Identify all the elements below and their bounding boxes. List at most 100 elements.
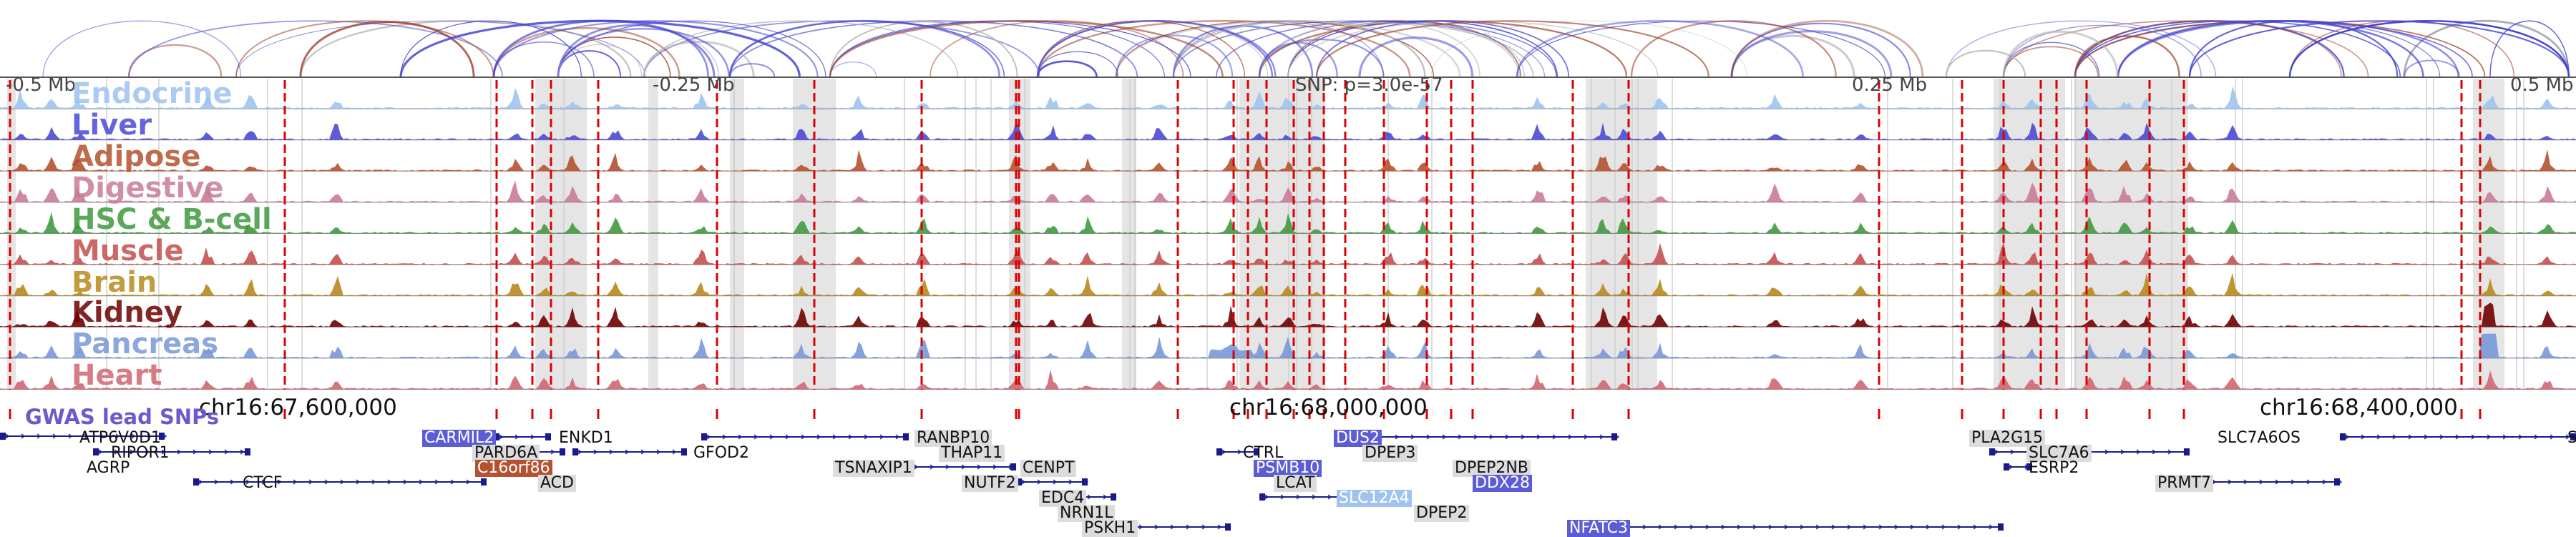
track-label: Endocrine xyxy=(72,77,233,110)
gene-label: DDX28 xyxy=(1473,475,1532,492)
gene-strand-arrow xyxy=(530,434,535,440)
highlight-band xyxy=(1586,79,1657,390)
gene-label: C16orf86 xyxy=(475,460,552,477)
gene-strand-arrow xyxy=(1989,524,1994,530)
gene-strand-arrow xyxy=(577,449,582,455)
gene-strand-arrow xyxy=(371,479,376,485)
chromatin-loop xyxy=(557,50,622,78)
gene-strand-arrow xyxy=(672,449,677,455)
gene-exon xyxy=(93,448,99,455)
track-signal xyxy=(0,241,2576,265)
gene-label: EDC4 xyxy=(1039,490,1087,507)
chromatin-loop xyxy=(1358,36,1474,78)
axis-tick-right: 0.5 Mb xyxy=(2510,74,2574,96)
gene-strand-arrow xyxy=(2275,479,2280,485)
gene-label: CARMIL2 xyxy=(422,430,497,447)
gene-strand-arrow xyxy=(2518,434,2523,440)
chromatin-loop xyxy=(1036,60,1098,78)
gene-strand-arrow xyxy=(2136,449,2141,455)
gene-strand-arrow xyxy=(1994,449,1999,455)
track-label: Digestive xyxy=(72,172,224,205)
gene-exon xyxy=(2026,463,2032,471)
gene-strand-arrow xyxy=(945,464,950,470)
chromatin-loop xyxy=(42,20,242,78)
snp-pvalue-label: SNP: p=3.0e-57 xyxy=(1295,74,1443,96)
axis-tick-left: -0.5 Mb xyxy=(6,74,76,96)
gene-strand-arrow xyxy=(706,434,711,440)
gene-strand-arrow xyxy=(1489,434,1494,440)
gene-strand-arrow xyxy=(930,464,935,470)
gene-exon xyxy=(1254,448,1259,455)
gene-strand-arrow xyxy=(1552,434,1557,440)
gene-exon xyxy=(1016,478,1022,486)
gene-strand-arrow xyxy=(230,479,235,485)
gene-strand-arrow xyxy=(1599,434,1604,440)
gene-exon xyxy=(1082,478,1088,486)
gene-label: PSKH1 xyxy=(1082,520,1138,537)
chromatin-loop xyxy=(2117,20,2441,78)
gene-label: LCAT xyxy=(1274,475,1317,492)
gene-strand-arrow xyxy=(2361,434,2366,440)
gene-strand-arrow xyxy=(324,479,329,485)
gene-strand-arrow xyxy=(2243,479,2248,485)
chromatin-loop xyxy=(2288,20,2570,78)
gene-exon xyxy=(545,433,551,440)
gene-strand-arrow xyxy=(2376,434,2381,440)
gene-strand-arrow xyxy=(499,434,504,440)
gene-strand-arrow xyxy=(1395,434,1400,440)
track-signal xyxy=(0,272,2576,296)
gene-strand-arrow xyxy=(1170,524,1175,530)
gene-strand-arrow xyxy=(434,479,439,485)
track-label: Heart xyxy=(72,359,162,392)
gene-label: ENKD1 xyxy=(559,429,613,447)
gene-strand-arrow xyxy=(816,434,821,440)
gene-strand-arrow xyxy=(1800,524,1805,530)
gene-label: DUS2 xyxy=(1334,430,1382,447)
track-signal xyxy=(0,212,2576,234)
gene-strand-arrow xyxy=(2306,479,2311,485)
gene-strand-arrow xyxy=(2345,434,2350,440)
gene-strand-arrow xyxy=(1705,524,1710,530)
gene-strand-arrow xyxy=(1237,449,1242,455)
chromatin-loop xyxy=(2188,20,2570,78)
gene-strand-arrow xyxy=(450,479,455,485)
chromatin-loop xyxy=(2288,20,2570,78)
chromatin-loop xyxy=(2003,24,2202,78)
gene-strand-arrow xyxy=(224,449,229,455)
gene-strand-arrow xyxy=(1831,524,1836,530)
chromatin-loop xyxy=(729,63,776,78)
highlight-band xyxy=(2074,79,2188,390)
gene-exon xyxy=(481,478,487,486)
gene-strand-arrow xyxy=(1973,524,1978,530)
gene-strand-arrow xyxy=(261,479,266,485)
track-label: Pancreas xyxy=(72,327,219,360)
track-label: Adipose xyxy=(72,140,201,173)
chromatin-loop xyxy=(492,20,819,78)
gene-label: SLC7A6OS xyxy=(2218,429,2301,447)
gene-label: SLC7A6 xyxy=(2026,445,2092,462)
gene-exon xyxy=(560,448,565,455)
gene-exon xyxy=(1225,523,1231,531)
gene-strand-arrow xyxy=(864,434,869,440)
chromatin-loop xyxy=(557,44,643,78)
signal-tracks xyxy=(0,86,2576,390)
gene-strand-arrow xyxy=(1941,524,1946,530)
gene-strand-arrow xyxy=(1473,434,1478,440)
gene-strand-arrow xyxy=(753,434,758,440)
gene-strand-arrow xyxy=(115,433,120,439)
gene-strand-arrow xyxy=(2550,434,2555,440)
chromatin-loop xyxy=(2403,59,2460,78)
snp-markers xyxy=(9,80,2482,419)
gene-strand-arrow xyxy=(1957,524,1962,530)
gene-strand-arrow xyxy=(1458,434,1463,440)
chromatin-loop xyxy=(2002,30,2119,78)
chromatin-loop xyxy=(829,21,1018,78)
track-label: Muscle xyxy=(72,235,184,267)
track-signal xyxy=(0,180,2576,202)
track-signal xyxy=(0,149,2576,172)
gene-strand-arrow xyxy=(961,464,966,470)
gene-strand-arrow xyxy=(1642,524,1647,530)
chromatin-loop xyxy=(829,20,1224,78)
gene-label: DPEP2NB xyxy=(1453,460,1531,477)
gene-strand-arrow xyxy=(848,434,853,440)
